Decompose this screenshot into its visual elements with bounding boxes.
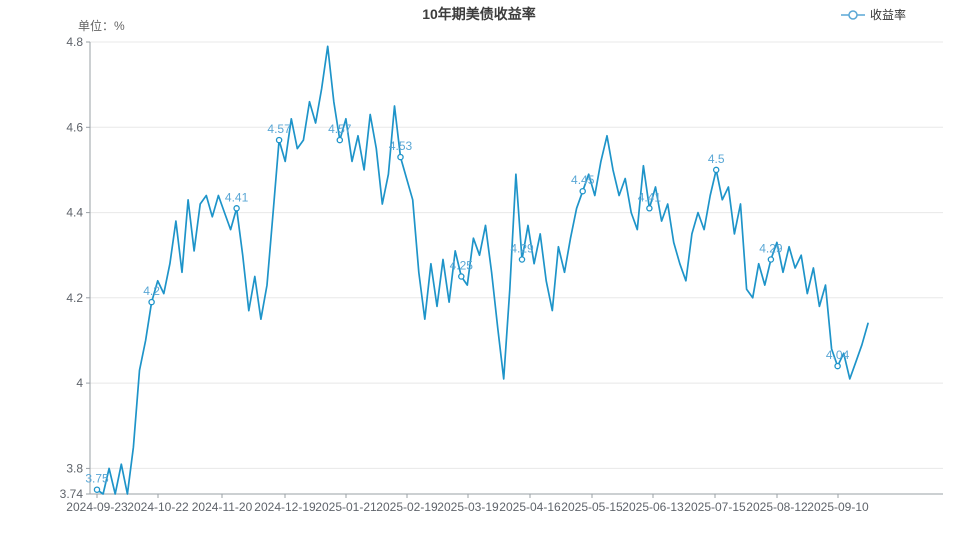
y-axis-tick-label: 4.2 — [66, 291, 83, 305]
data-point-label: 4.5 — [708, 152, 725, 166]
y-axis-tick-label: 4.8 — [66, 35, 83, 49]
x-axis-tick-label: 2025-02-19 — [376, 500, 438, 514]
data-point-marker[interactable] — [336, 136, 344, 144]
x-axis-tick-label: 2024-10-22 — [127, 500, 189, 514]
line-series-legend-icon — [840, 9, 865, 20]
axis-unit-label: 单位：% — [78, 19, 125, 33]
data-point-marker[interactable] — [834, 362, 841, 370]
x-axis-tick-label: 2025-04-16 — [499, 500, 561, 514]
legend-label: 收益率 — [869, 8, 906, 22]
x-axis-tick-label: 2025-07-15 — [684, 500, 746, 514]
data-point-label: 4.41 — [638, 190, 662, 204]
chart-title: 10年期美债收益率 — [422, 6, 536, 22]
x-axis-tick-label: 2024-12-19 — [254, 500, 316, 514]
legend-item-yield[interactable]: 收益率 — [840, 6, 906, 23]
data-point-label: 4.04 — [826, 348, 850, 362]
data-point-marker[interactable] — [397, 153, 404, 161]
y-axis-tick-label: 4.6 — [66, 120, 83, 134]
x-axis-tick-label: 2024-09-23 — [66, 500, 128, 514]
data-point-marker[interactable] — [767, 256, 775, 263]
data-point-marker[interactable] — [458, 273, 465, 280]
data-point-label: 4.45 — [571, 173, 595, 187]
data-point-label: 4.29 — [510, 242, 534, 256]
y-axis-tick-label: 4 — [76, 376, 83, 390]
x-axis-tick-label: 2025-09-10 — [807, 500, 869, 514]
x-axis-tick-label: 2025-08-12 — [746, 500, 808, 514]
data-point-marker[interactable] — [579, 187, 586, 195]
data-point-marker[interactable] — [233, 205, 240, 212]
data-point-marker[interactable] — [148, 298, 155, 306]
y-axis-tick-label: 3.8 — [66, 461, 83, 475]
x-axis-tick-label: 2025-06-13 — [622, 500, 684, 514]
data-point-marker[interactable] — [93, 486, 101, 493]
data-point-marker[interactable] — [275, 136, 283, 144]
yield-line[interactable] — [96, 45, 869, 495]
data-point-label: 4.57 — [328, 122, 352, 136]
data-point-label: 4.53 — [389, 139, 413, 153]
data-point-label: 4.25 — [450, 259, 474, 273]
data-point-marker[interactable] — [712, 166, 720, 174]
data-point-label: 4.29 — [759, 242, 783, 256]
data-point-label: 4.57 — [267, 122, 291, 136]
data-point-marker[interactable] — [646, 205, 653, 212]
x-axis-tick-label: 2024-11-20 — [192, 500, 253, 514]
x-axis-tick-label: 2025-01-21 — [315, 500, 377, 514]
data-point-marker[interactable] — [518, 256, 526, 263]
y-axis-tick-label: 4.4 — [66, 206, 83, 220]
data-point-label: 4.41 — [225, 190, 249, 204]
x-axis-tick-label: 2025-03-19 — [437, 500, 499, 514]
y-axis-tick-label: 3.74 — [60, 487, 84, 501]
data-point-label: 3.75 — [85, 472, 109, 486]
data-point-label: 4.2 — [143, 284, 160, 298]
x-axis-tick-label: 2025-05-15 — [561, 500, 623, 514]
